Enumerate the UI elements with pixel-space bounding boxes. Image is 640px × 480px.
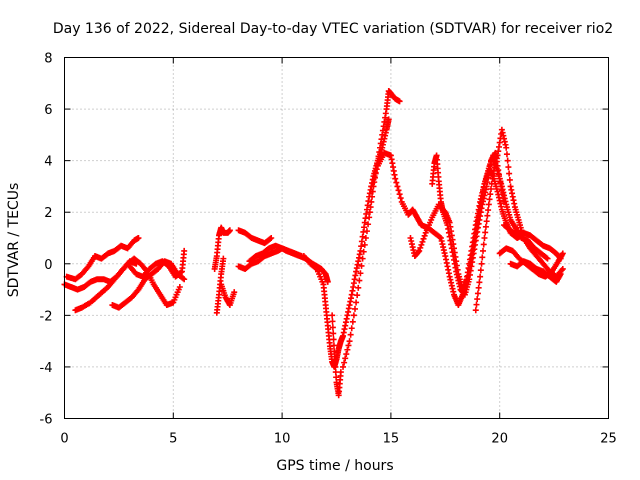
- series-track-u: [507, 258, 564, 285]
- point-markers: [246, 242, 305, 265]
- point-markers: [429, 149, 508, 298]
- y-tick-label: 8: [44, 52, 52, 67]
- series-track-k: [246, 242, 305, 265]
- series-track-d: [109, 258, 188, 311]
- x-tick-label: 20: [491, 432, 508, 447]
- data-points: [61, 88, 566, 399]
- point-markers: [501, 222, 564, 262]
- series-track-m: [329, 312, 344, 399]
- plot-frame: [64, 57, 609, 419]
- point-markers: [340, 88, 403, 370]
- point-markers: [329, 312, 344, 399]
- y-tick-label: 6: [44, 103, 52, 118]
- x-tick-label: 15: [383, 432, 400, 447]
- chart-title: Day 136 of 2022, Sidereal Day-to-day VTE…: [53, 21, 613, 37]
- x-tick-label: 5: [169, 432, 177, 447]
- x-tick-label: 10: [274, 432, 291, 447]
- series-track-n: [340, 88, 403, 370]
- point-markers: [213, 255, 227, 316]
- series-track-t: [501, 222, 564, 262]
- y-tick-label: 0: [44, 258, 52, 273]
- point-markers: [235, 227, 275, 247]
- series-track-e: [126, 247, 188, 280]
- x-axis-label: GPS time / hours: [276, 458, 393, 474]
- series-track-q: [429, 149, 508, 298]
- x-tick-label: 25: [600, 432, 617, 447]
- y-tick-label: -2: [40, 309, 53, 324]
- point-markers: [472, 126, 566, 314]
- y-axis-label: SDTVAR / TECUs: [6, 183, 22, 298]
- tick-labels: 0 5 10 15 20 25 -6 -4 -2 0 2 4 6 8: [40, 52, 617, 447]
- x-tick-label: 0: [60, 432, 68, 447]
- series-track-f: [213, 255, 227, 316]
- series-track-g: [211, 224, 233, 272]
- point-markers: [63, 235, 142, 283]
- y-tick-label: -4: [40, 361, 53, 376]
- series-track-r: [472, 126, 566, 314]
- point-markers: [507, 258, 564, 285]
- y-tick-label: -6: [40, 413, 53, 428]
- series-track-i: [235, 227, 275, 247]
- y-tick-label: 2: [44, 206, 52, 221]
- series-track-b: [63, 235, 142, 283]
- point-markers: [218, 281, 238, 309]
- point-markers: [211, 224, 233, 272]
- point-markers: [109, 258, 188, 311]
- y-tick-label: 4: [44, 155, 52, 170]
- point-markers: [126, 247, 188, 280]
- series-track-h: [218, 281, 238, 309]
